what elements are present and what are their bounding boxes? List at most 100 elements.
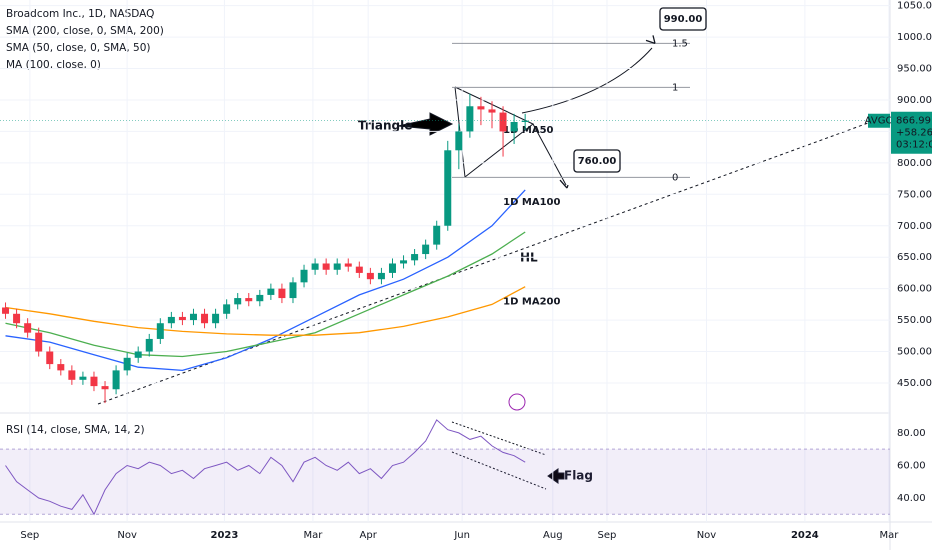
x-tick-label: 2024 (791, 530, 819, 541)
flag-bottom (451, 451, 547, 490)
y-tick-label: 950.00 (897, 64, 932, 75)
triangle-arrow (397, 112, 454, 136)
candle-body (488, 109, 496, 113)
candle-body (134, 351, 142, 358)
candle-body (101, 386, 109, 390)
candle-body (79, 376, 87, 380)
y-tick-label: 450.00 (897, 378, 932, 389)
candle-body (189, 313, 197, 321)
candle-body (322, 263, 330, 270)
y-tick-label: 550.00 (897, 315, 932, 326)
candle-body (245, 298, 253, 302)
ma-label: 1D MA50 (503, 125, 553, 136)
x-tick-label: Apr (360, 530, 378, 541)
indicator: SMA (200, close, 0, SMA, 200) (6, 25, 164, 37)
x-tick-label: Sep (20, 530, 39, 541)
indicator: SMA (50, close, 0, SMA, 50) (6, 42, 151, 54)
target-arrowhead (645, 35, 656, 45)
y-tick-label: 1050.00 (897, 1, 932, 12)
candle-body (223, 304, 231, 314)
x-tick-label: Aug (543, 530, 563, 541)
candle-body (2, 307, 10, 314)
price-tag-change: +58.26% (896, 128, 932, 139)
y-tick-label: 500.00 (897, 347, 932, 358)
candle-body (35, 332, 43, 352)
candle-body (123, 357, 131, 371)
candle-body (455, 131, 463, 151)
flag-arrow (547, 468, 565, 484)
rsi-tick-label: 80.00 (897, 428, 926, 439)
symbol-title: Broadcom Inc., 1D, NASDAQ (6, 8, 154, 20)
y-tick-label: 900.00 (897, 95, 932, 106)
candle-body (499, 112, 507, 132)
candle-body (256, 294, 264, 302)
target-label: 760.00 (578, 156, 617, 167)
candle-body (145, 338, 153, 352)
candle-body (433, 225, 441, 245)
y-tick-label: 600.00 (897, 284, 932, 295)
x-tick-label: Mar (879, 530, 899, 541)
candle-body (167, 316, 175, 324)
candle-body (311, 263, 319, 270)
candle-body (400, 260, 408, 264)
price-axis (890, 0, 932, 550)
indicator: MA (100, close, 0) (6, 59, 101, 71)
candle-body (300, 269, 308, 283)
price-tag-countdown: 03:12:07 (896, 140, 932, 151)
y-tick-label: 800.00 (897, 158, 932, 169)
y-tick-label: 700.00 (897, 221, 932, 232)
candle-body (24, 323, 32, 333)
x-tick-label: Mar (303, 530, 323, 541)
candle-body (201, 313, 209, 324)
candle-body (278, 288, 286, 299)
candle-body (344, 263, 352, 267)
candle-body (46, 351, 54, 365)
candle-body (68, 370, 76, 380)
candle-body (212, 313, 220, 324)
candle-body (57, 364, 65, 371)
ma-line (5, 286, 526, 336)
candle-body (388, 263, 396, 273)
y-tick-label: 650.00 (897, 252, 932, 263)
candle-body (333, 263, 341, 270)
rsi-band (0, 449, 890, 515)
x-tick-label: Nov (117, 530, 137, 541)
target-box (659, 7, 707, 31)
candle-body (521, 120, 529, 122)
candle-body (355, 266, 363, 273)
candle-body (366, 272, 374, 280)
ma-label: 1D MA100 (503, 197, 560, 208)
target-label: 990.00 (664, 14, 703, 25)
symbol-tag (868, 113, 890, 128)
candle-body (13, 313, 21, 324)
x-tick-label: Sep (598, 530, 617, 541)
target-arrowhead (559, 179, 569, 189)
ma-label: 1D MA200 (503, 297, 560, 308)
fib-label: 0 (672, 172, 678, 183)
annotation: Flag (564, 469, 593, 483)
candle-body (377, 272, 385, 280)
ma-line (5, 231, 526, 358)
candle-body (267, 288, 275, 295)
ma-line (5, 189, 526, 372)
candle-body (234, 298, 242, 305)
price-tag (891, 111, 932, 154)
y-tick-label: 750.00 (897, 189, 932, 200)
rsi-line (5, 419, 526, 516)
price-tag-label: 866.99 (896, 116, 931, 127)
candle-body (510, 121, 518, 132)
rsi-tick-label: 40.00 (897, 493, 926, 504)
event-icon (508, 393, 526, 411)
candle-body (156, 323, 164, 339)
candle-body (422, 244, 430, 255)
rsi-title: RSI (14, close, SMA, 14, 2) (6, 424, 145, 436)
arrow-down (532, 123, 567, 186)
candle-body (477, 106, 485, 110)
flag-top (451, 421, 547, 456)
candle-body (178, 316, 186, 321)
fib-label: 1.5 (672, 38, 688, 49)
candle-body (411, 254, 419, 261)
candle-body (289, 282, 297, 299)
symbol-tag-label: AVGO (865, 116, 894, 127)
